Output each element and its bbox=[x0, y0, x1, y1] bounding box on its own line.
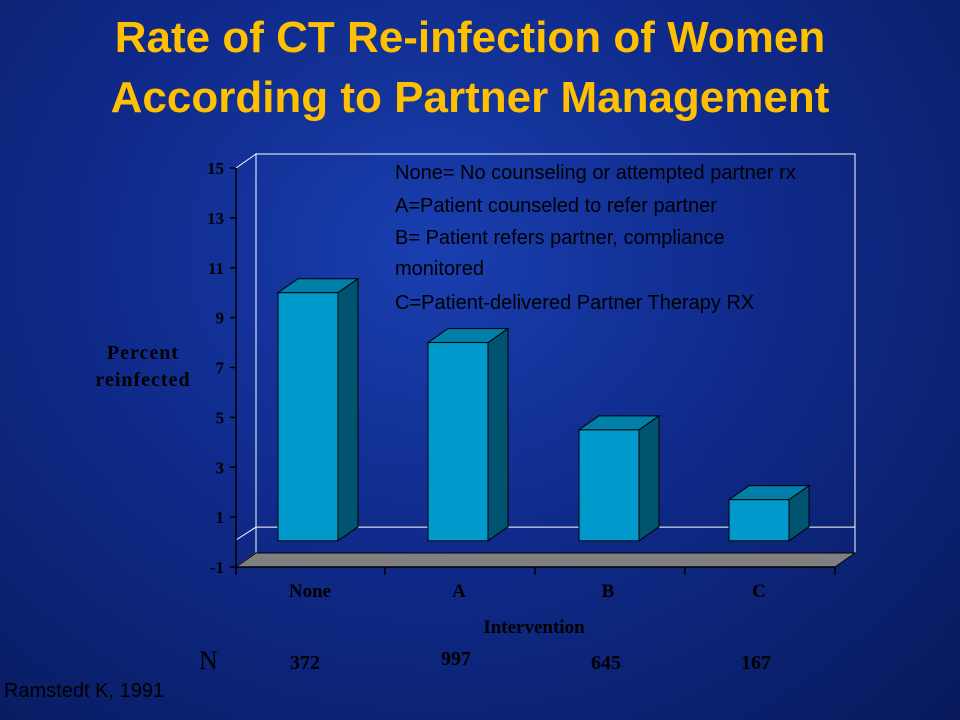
bar-side bbox=[337, 277, 359, 542]
chart-labels: None A B C Intervention Percent reinfected bbox=[95, 342, 765, 638]
legend-note: B= Patient refers partner, compliance bbox=[395, 227, 725, 249]
bar-front bbox=[277, 292, 339, 542]
y-axis-label: Percent bbox=[107, 342, 179, 364]
n-value: 997 bbox=[441, 648, 471, 670]
bar bbox=[426, 327, 510, 542]
bar-side bbox=[638, 414, 660, 542]
y-tick-label: 9 bbox=[216, 309, 225, 328]
slide-title-line-1: Rate of CT Re-infection of Women bbox=[114, 13, 826, 62]
y-tick-label: 7 bbox=[216, 359, 225, 378]
bar bbox=[727, 484, 811, 542]
y-tick-label: 1 bbox=[216, 508, 225, 527]
x-axis-label: Intervention bbox=[483, 617, 585, 638]
y-tick-label: 11 bbox=[208, 259, 224, 278]
bar-front bbox=[427, 342, 489, 542]
y-tick-label: 5 bbox=[216, 408, 225, 427]
chart-bars bbox=[276, 277, 811, 542]
citation: Ramstedt K, 1991 bbox=[4, 680, 165, 702]
n-label: N bbox=[199, 646, 218, 675]
legend-note: A=Patient counseled to refer partner bbox=[395, 195, 717, 217]
y-tick-label: -1 bbox=[210, 558, 224, 577]
chart-side-wall bbox=[235, 153, 257, 568]
n-value: 645 bbox=[591, 652, 621, 674]
y-tick-label: 15 bbox=[207, 159, 224, 178]
chart-floor bbox=[234, 552, 857, 568]
chart-axis: 15 13 11 9 7 5 3 1 -1 bbox=[207, 159, 836, 577]
x-tick-label: C bbox=[752, 581, 766, 602]
legend-note: C=Patient-delivered Partner Therapy RX bbox=[395, 292, 755, 314]
x-tick-label: None bbox=[289, 581, 331, 602]
bar bbox=[276, 277, 360, 542]
bar-side bbox=[487, 327, 509, 542]
bar-front bbox=[578, 429, 640, 542]
chart-frame bbox=[234, 153, 857, 568]
x-tick-label: B bbox=[602, 581, 615, 602]
legend-note: None= No counseling or attempted partner… bbox=[395, 162, 796, 184]
x-tick-label: A bbox=[452, 581, 466, 602]
legend-note: monitored bbox=[395, 258, 484, 280]
n-value: 167 bbox=[741, 652, 771, 674]
y-tick-label: 13 bbox=[207, 209, 224, 228]
y-tick-label: 3 bbox=[216, 458, 225, 477]
bar bbox=[577, 414, 661, 542]
n-value: 372 bbox=[290, 652, 320, 674]
y-axis-label: reinfected bbox=[95, 369, 190, 391]
slide-title-line-2: According to Partner Management bbox=[110, 73, 830, 122]
bar-front bbox=[728, 499, 790, 542]
